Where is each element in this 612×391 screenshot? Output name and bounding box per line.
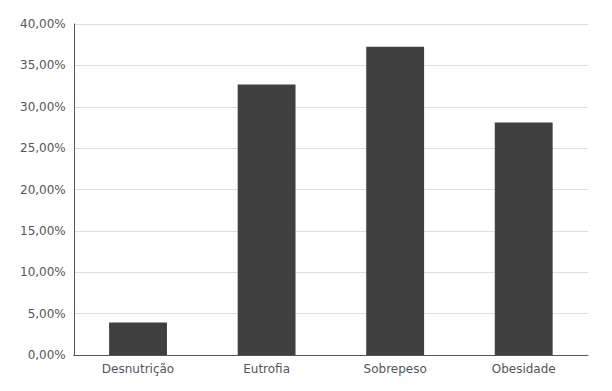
svg-text:30,00%: 30,00% <box>20 100 66 114</box>
svg-text:0,00%: 0,00% <box>28 348 66 362</box>
svg-text:Eutrofia: Eutrofia <box>243 362 290 376</box>
svg-text:10,00%: 10,00% <box>20 265 66 279</box>
svg-text:Desnutrição: Desnutrição <box>102 362 174 376</box>
svg-text:5,00%: 5,00% <box>28 307 66 321</box>
svg-text:20,00%: 20,00% <box>20 183 66 197</box>
svg-text:Sobrepeso: Sobrepeso <box>364 362 427 376</box>
svg-text:35,00%: 35,00% <box>20 58 66 72</box>
svg-text:25,00%: 25,00% <box>20 141 66 155</box>
svg-text:15,00%: 15,00% <box>20 224 66 238</box>
svg-text:Obesidade: Obesidade <box>492 362 556 376</box>
svg-text:40,00%: 40,00% <box>20 17 66 31</box>
